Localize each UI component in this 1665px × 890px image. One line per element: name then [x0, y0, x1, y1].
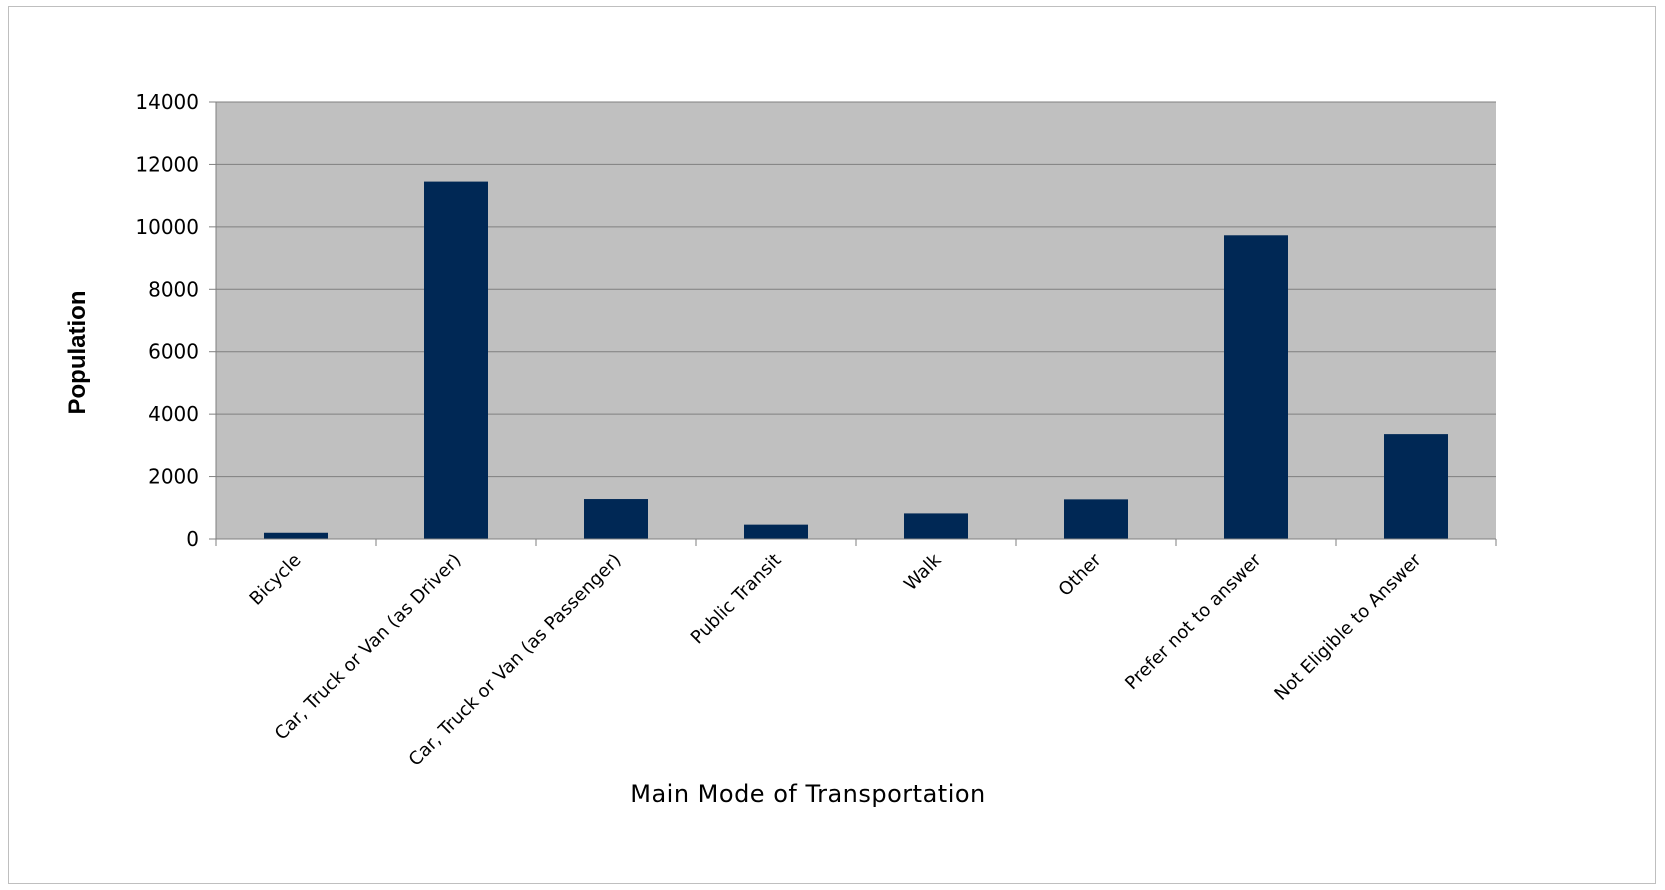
y-tick-label: 2000 [148, 465, 199, 489]
y-tick-label: 12000 [135, 152, 199, 176]
axes [215, 102, 1497, 546]
bar-6 [1224, 235, 1288, 539]
plot-area [216, 102, 1496, 539]
bar-5 [1064, 499, 1128, 539]
y-tick-label: 6000 [148, 340, 199, 364]
y-tick-label: 8000 [148, 277, 199, 301]
x-category-label: Car, Truck or Van (as Driver) [271, 550, 466, 745]
bar-3 [744, 524, 808, 539]
bar-4 [904, 513, 968, 539]
bar-chart: 0 2000 4000 6000 8000 10000 12000 14000 Bicycle… [64, 90, 1497, 808]
y-axis-title: Population [64, 291, 91, 415]
x-axis-title: Main Mode of Transportation [630, 780, 986, 808]
y-tick-label: 10000 [135, 215, 199, 239]
x-category-label: Not Eligible to Answer [1270, 549, 1426, 705]
bars [264, 181, 1448, 539]
x-category-label: Prefer not to answer [1121, 549, 1266, 694]
bar-1 [424, 181, 488, 539]
bar-7 [1384, 434, 1448, 539]
x-category-label: Public Transit [687, 550, 786, 649]
x-category-label: Walk [900, 549, 946, 595]
y-tick-label: 4000 [148, 402, 199, 426]
bar-0 [264, 532, 328, 539]
y-tick-label: 14000 [135, 90, 199, 114]
x-category-label: Bicycle [246, 550, 306, 610]
x-category-label: Other [1055, 549, 1106, 600]
bar-2 [584, 499, 648, 539]
y-tick-labels: 0 2000 4000 6000 8000 10000 12000 14000 [135, 90, 199, 551]
y-tick-label: 0 [186, 527, 199, 551]
chart-frame: 0 2000 4000 6000 8000 10000 12000 14000 Bicycle… [8, 6, 1656, 884]
